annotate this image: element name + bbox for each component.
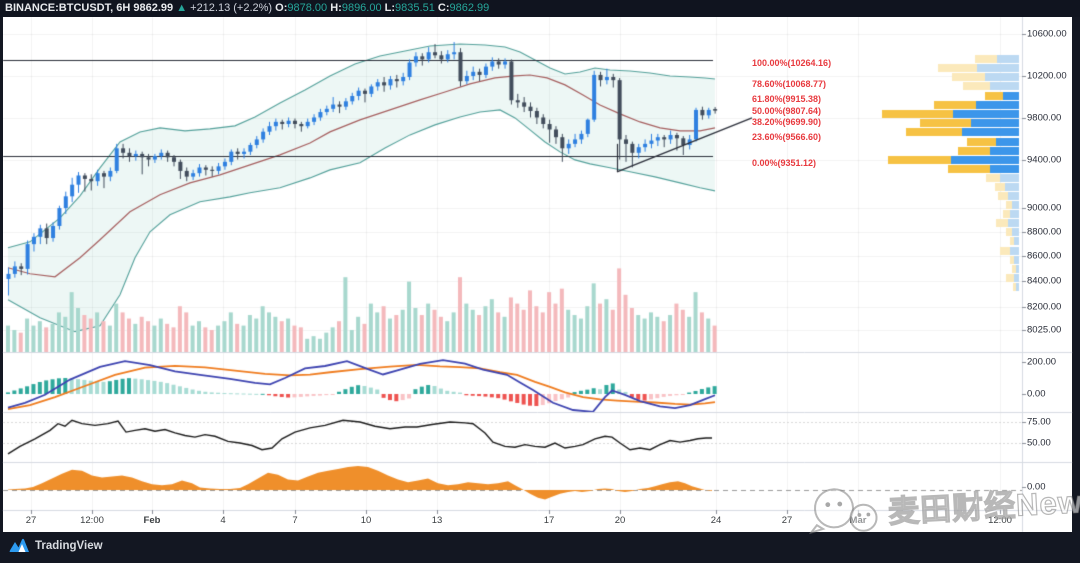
price-change: +212.13 (+2.2%) [190, 2, 273, 14]
time-axis-label: 7 [292, 515, 298, 526]
fib-level-label: 100.00%(10264.16) [752, 58, 832, 68]
open-label: O: [275, 2, 288, 14]
price-axis-label: 8800.00 [1027, 226, 1062, 238]
price-axis-label: 0.00 [1027, 481, 1046, 493]
price-axis-label: 8200.00 [1027, 301, 1062, 313]
close-value: 9862.99 [449, 2, 490, 14]
time-axis-label: 20 [614, 515, 626, 526]
price-axis-label: 9400.00 [1027, 154, 1062, 166]
fib-level-label: 61.80%(9915.38) [752, 94, 822, 104]
tradingview-mountain-icon [9, 538, 29, 552]
fib-level-label: 50.00%(9807.64) [752, 106, 822, 116]
price-axis-label: 8600.00 [1027, 250, 1062, 262]
price-axis-label: 50.00 [1027, 437, 1051, 449]
high-value: 9896.00 [341, 2, 382, 14]
tradingview-logo[interactable]: TradingView [9, 538, 103, 553]
footer-bar: TradingView [0, 532, 1080, 563]
price-axis-label: 10600.00 [1027, 28, 1067, 40]
high-label: H: [330, 2, 342, 14]
price-axis-label: 8400.00 [1027, 275, 1062, 287]
low-label: L: [384, 2, 396, 14]
low-value: 9835.51 [395, 2, 435, 14]
fib-level-label: 0.00%(9351.12) [752, 158, 817, 168]
time-axis-label: Mar [849, 515, 867, 526]
price-axis-label: 9000.00 [1027, 202, 1062, 214]
time-axis-label: 27 [25, 515, 37, 526]
chart-legend[interactable]: BINANCE:BTCUSDT, 6H 9862.99 ▲ +212.13 (+… [0, 0, 1080, 17]
time-axis-label: Feb [143, 515, 161, 526]
price-axis-label: 0.00 [1027, 388, 1046, 400]
interval-label[interactable]: 6H [116, 2, 131, 14]
time-axis-label: 12:00 [80, 515, 104, 526]
last-price: 9862.99 [133, 2, 174, 14]
time-axis-label: 4 [220, 515, 226, 526]
symbol-label[interactable]: BINANCE:BTCUSDT, [5, 2, 114, 14]
time-axis-label: 24 [710, 515, 722, 526]
fib-level-label: 78.60%(10068.77) [752, 79, 827, 89]
price-axis-label: 75.00 [1027, 416, 1051, 428]
time-axis-label: 13 [431, 515, 443, 526]
time-axis-label: 27 [781, 515, 793, 526]
close-label: C: [437, 2, 450, 14]
time-axis-label: 12:00 [988, 515, 1012, 526]
price-axis-label: 8025.00 [1027, 324, 1062, 336]
up-arrow-icon: ▲ [176, 2, 188, 14]
open-value: 9878.00 [287, 2, 328, 14]
fib-level-label: 38.20%(9699.90) [752, 117, 822, 127]
price-axis-label: 200.00 [1027, 356, 1057, 368]
fib-level-label: 23.60%(9566.60) [752, 132, 822, 142]
price-axis-label: 9800.00 [1027, 112, 1062, 124]
time-axis-label: 10 [360, 515, 372, 526]
tradingview-brand-text: TradingView [35, 539, 103, 552]
price-axis-label: 10200.00 [1027, 70, 1067, 82]
time-axis-label: 17 [543, 515, 555, 526]
